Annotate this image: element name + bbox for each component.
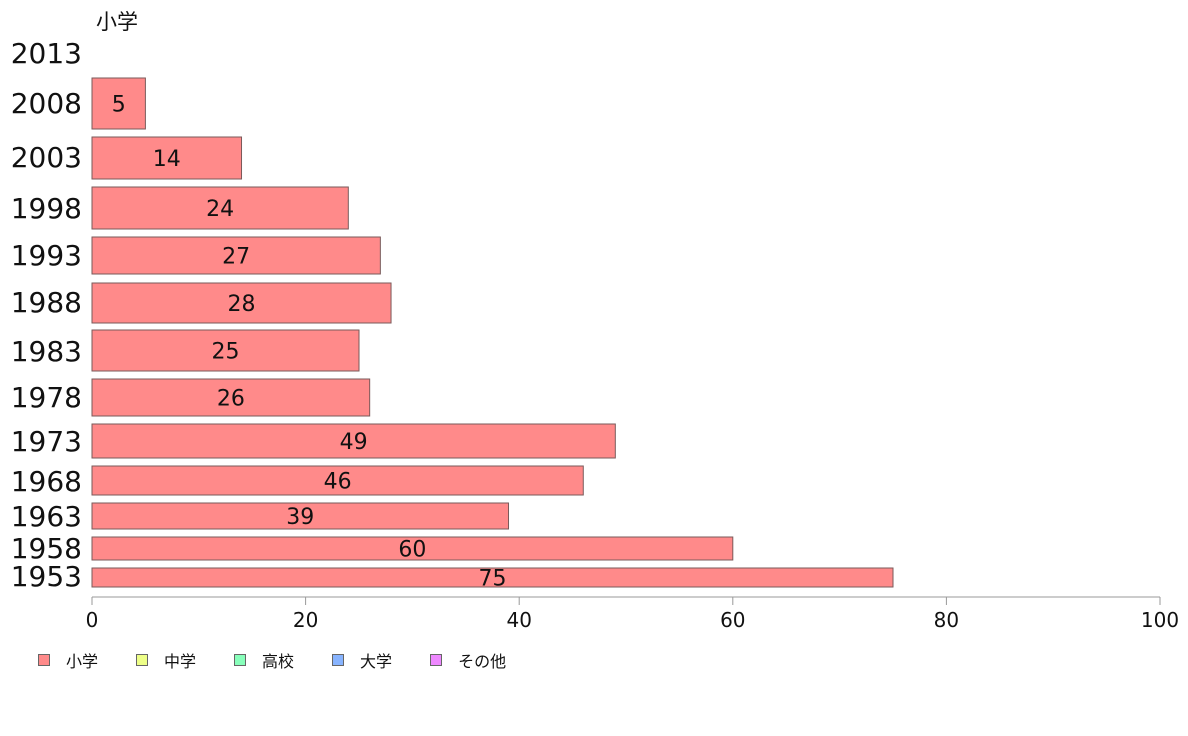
legend-swatch (38, 654, 50, 666)
x-tick-label: 40 (506, 608, 531, 632)
bar (91, 423, 616, 459)
bar (91, 77, 146, 130)
legend-swatch (332, 654, 345, 666)
x-tick-label: 20 (293, 608, 318, 632)
legend-label: 大学 (360, 652, 393, 671)
data-label: 60 (398, 538, 426, 563)
legend-item: 中学 (136, 648, 196, 672)
bar (91, 282, 392, 324)
category-label: 1978 (11, 381, 82, 414)
category-label: 1958 (11, 532, 82, 565)
legend-label: 小学 (66, 652, 99, 671)
category-label: 1963 (11, 500, 82, 533)
x-tick-label: 100 (1141, 608, 1179, 632)
data-label: 24 (206, 197, 234, 222)
data-label: 46 (324, 470, 352, 495)
data-label: 5 (112, 93, 126, 118)
legend-swatch (430, 654, 443, 666)
category-label: 1953 (11, 560, 82, 593)
legend: 小学 中学 高校 大学 その他 (38, 648, 544, 672)
bar (91, 536, 734, 561)
legend-swatch (234, 654, 247, 666)
bar (91, 502, 510, 530)
data-label: 39 (286, 505, 314, 530)
x-tick-label: 0 (86, 608, 99, 632)
x-tick-label: 80 (934, 608, 959, 632)
category-label: 1983 (11, 335, 82, 368)
chart-title: 小学 (96, 10, 138, 34)
data-label: 49 (340, 430, 368, 455)
category-label: 2008 (11, 87, 82, 120)
bar (91, 186, 349, 230)
legend-swatch (136, 654, 149, 666)
data-label: 14 (153, 147, 181, 172)
category-label: 2013 (11, 37, 82, 70)
data-label: 75 (479, 567, 507, 592)
bar (91, 329, 360, 372)
category-label: 1993 (11, 239, 82, 272)
category-label: 1988 (11, 286, 82, 319)
legend-item: その他 (430, 648, 506, 672)
category-label: 1973 (11, 425, 82, 458)
data-label: 26 (217, 387, 245, 412)
bar (91, 236, 381, 275)
data-label: 28 (228, 292, 256, 317)
legend-item: 大学 (332, 648, 392, 672)
bar (91, 465, 584, 496)
category-label: 2003 (11, 141, 82, 174)
legend-item: 小学 (38, 648, 98, 672)
bar (91, 378, 371, 417)
x-tick-label: 60 (720, 608, 745, 632)
data-label: 25 (212, 340, 240, 365)
category-label: 1968 (11, 465, 82, 498)
legend-label: その他 (458, 652, 507, 671)
legend-label: 高校 (262, 652, 295, 671)
bar (91, 567, 894, 588)
category-label: 1998 (11, 192, 82, 225)
legend-item: 高校 (234, 648, 294, 672)
legend-label: 中学 (164, 652, 197, 671)
data-label: 27 (222, 245, 250, 270)
bar (91, 136, 243, 180)
